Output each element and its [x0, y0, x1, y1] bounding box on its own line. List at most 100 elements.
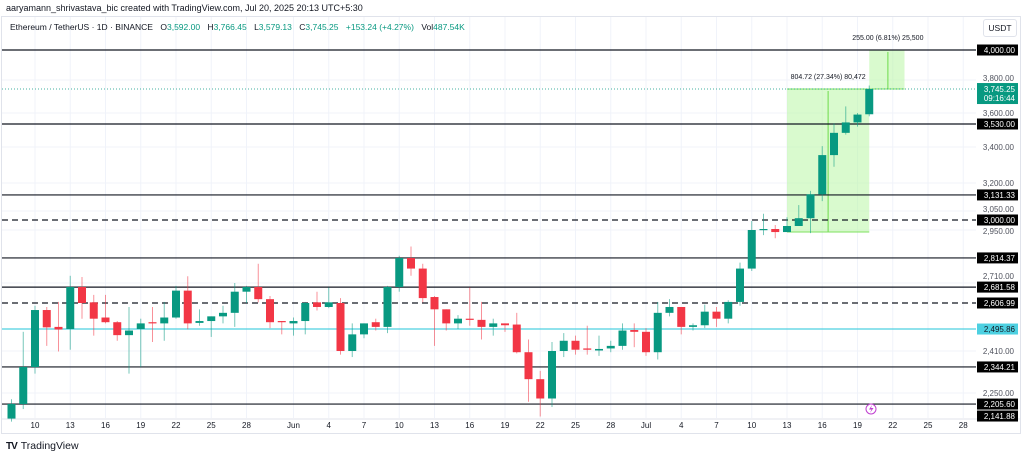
volume-value: 487.54K [433, 22, 465, 32]
candle-body-down [465, 318, 474, 320]
price-level-label-bg [977, 214, 1018, 226]
x-tick-label: 19 [501, 421, 510, 430]
price-level-label: 2,344.21 [984, 363, 1016, 372]
candle-body-down [266, 299, 274, 323]
y-tick-label: 3,800.00 [983, 74, 1015, 83]
price-level-label-bg [977, 189, 1018, 201]
candle-body-up [454, 318, 462, 324]
chart-frame [1, 16, 1021, 434]
candle-body-down [54, 326, 63, 330]
high-key: H [207, 22, 214, 32]
measure-label: 804.72 (27.34%) 80,472 [791, 74, 866, 81]
x-tick-label: 25 [924, 421, 933, 430]
x-tick-label: 16 [465, 421, 474, 430]
x-tick-label: 22 [172, 421, 181, 430]
candle-body-down [501, 323, 509, 326]
candle-body-up [19, 367, 28, 404]
price-level-label: 3,530.00 [984, 120, 1016, 129]
price-level-label-bg [977, 297, 1018, 309]
price-level-label-bg [977, 323, 1018, 335]
candle-body-down [430, 297, 439, 310]
candle-body-down [336, 303, 345, 351]
price-level-label: 3,131.33 [984, 191, 1016, 200]
tradingview-logo-text: TradingView [20, 440, 79, 452]
candle-body-up [700, 311, 709, 326]
open-key: O [160, 22, 167, 32]
last-price-value: 3,745.25 [984, 85, 1016, 94]
candle-body-up [653, 312, 662, 353]
candle-body-up [783, 226, 791, 233]
x-tick-label: 25 [571, 421, 580, 430]
candle-body-up [230, 291, 239, 313]
candle-body-up [395, 258, 404, 287]
y-tick-label: 2,410.00 [983, 347, 1015, 356]
price-level-label: 2,606.99 [984, 299, 1016, 308]
candle-body-down [89, 302, 98, 319]
candle-body-down [477, 319, 486, 327]
candle-body-up [31, 310, 39, 367]
candle-body-up [606, 345, 615, 349]
price-level-label-bg [977, 281, 1018, 293]
symbol-title[interactable]: Ethereum / TetherUS · 1D · BINANCE [10, 22, 153, 32]
candle-body-down [407, 258, 415, 269]
candle-body-down [771, 229, 780, 233]
candle-body-up [489, 323, 498, 327]
candle-body-up [348, 334, 357, 351]
price-level-label: 4,000.00 [984, 46, 1016, 55]
candle-body-up [689, 325, 697, 327]
candle-body-down [277, 321, 286, 323]
measure-label: 255.00 (6.81%) 25,500 [852, 35, 923, 42]
candle-body-up [242, 287, 251, 292]
high-value: 3,766.45 [213, 22, 247, 32]
candle-body-up [853, 114, 862, 123]
candle-body-up [794, 218, 803, 226]
price-level-label-bg [977, 44, 1018, 56]
tradingview-logo[interactable]: TV TradingView [6, 440, 79, 452]
x-tick-label: 4 [679, 421, 684, 430]
x-tick-label: Jun [287, 421, 300, 430]
price-range-measure-box [869, 49, 905, 90]
x-tick-label: 7 [362, 421, 367, 430]
x-tick-label: 19 [136, 421, 145, 430]
candle-body-down [571, 340, 580, 350]
lightning-icon-glyph [869, 405, 874, 413]
candle-body-down [442, 309, 451, 324]
candle-body-up [301, 303, 310, 322]
candle-body-up [125, 330, 133, 336]
candle-body-up [759, 229, 768, 231]
candle-body-up [548, 351, 556, 399]
candle-body-down [583, 348, 592, 350]
candle-body-down [630, 330, 639, 332]
y-tick-label: 3,200.00 [983, 179, 1015, 188]
candle-body-up [172, 290, 180, 318]
last-price-badge [977, 83, 1018, 105]
candle-body-up [360, 323, 368, 335]
volume-key: Vol [421, 22, 434, 32]
close-key: C [299, 22, 306, 32]
candle-body-up [66, 287, 75, 329]
price-level-label-bg [977, 361, 1018, 373]
x-tick-label: 19 [853, 421, 862, 430]
low-key: L [254, 22, 259, 32]
candle-body-down [42, 310, 51, 328]
price-level-label: 2,141.88 [984, 412, 1016, 421]
candle-body-down [712, 311, 721, 319]
currency-button[interactable]: USDT [983, 19, 1017, 37]
price-level-label-bg [977, 118, 1018, 130]
price-level-label: 2,681.58 [984, 283, 1016, 292]
x-tick-label: 22 [536, 421, 545, 430]
candle-body-up [747, 230, 756, 269]
candle-body-down [78, 287, 86, 303]
x-tick-label: 28 [959, 421, 968, 430]
candle-body-up [841, 122, 850, 133]
candle-body-down [536, 379, 545, 399]
x-tick-label: 10 [395, 421, 404, 430]
x-tick-label: 28 [606, 421, 615, 430]
candle-body-up [324, 302, 333, 307]
low-value: 3,579.13 [258, 22, 292, 32]
candle-body-up [7, 404, 16, 419]
candle-body-down [148, 322, 157, 324]
candle-body-down [254, 287, 263, 300]
candle-body-up [136, 323, 145, 329]
